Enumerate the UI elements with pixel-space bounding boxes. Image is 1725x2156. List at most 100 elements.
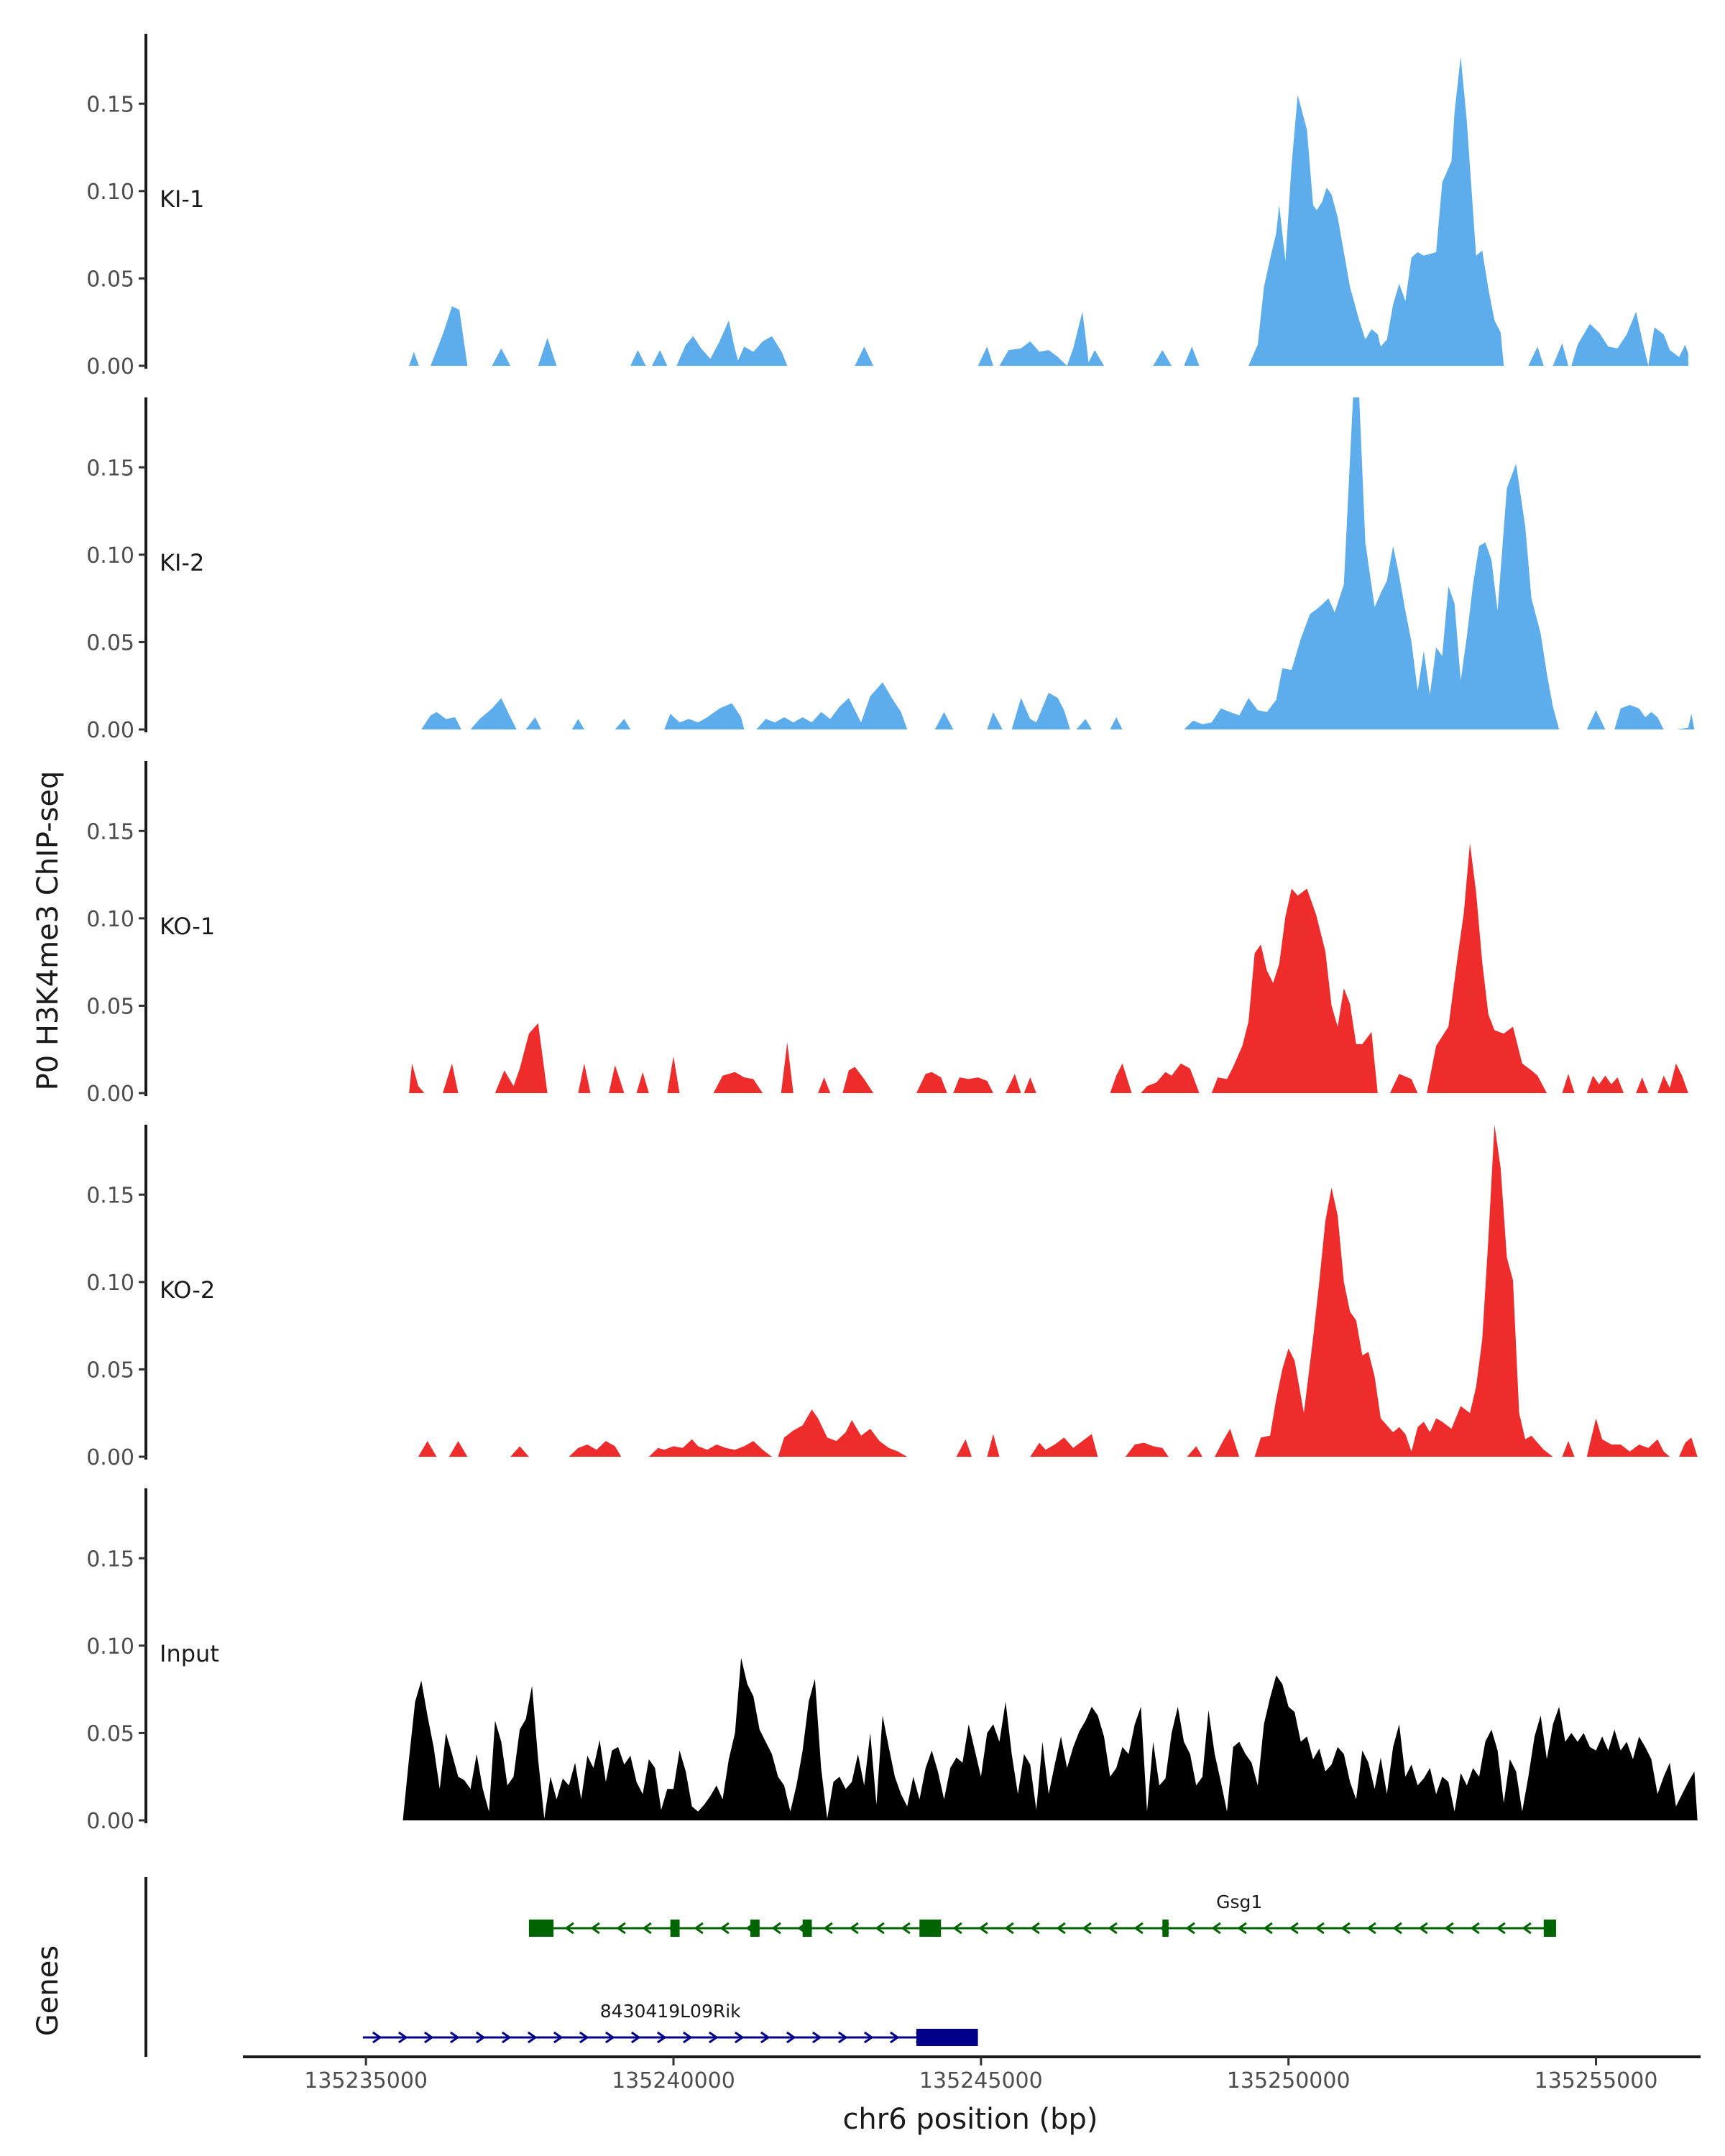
strand-arrow (863, 2031, 874, 2044)
track-label: Input (160, 1640, 219, 1667)
coverage-area (409, 843, 1688, 1093)
strand-arrow (1444, 1922, 1454, 1935)
strand-arrow (875, 1922, 885, 1935)
x-axis: 135235000 135240000 135245000 135250000 1352… (243, 2055, 1701, 2093)
y-tick-label: 0.15 (86, 1183, 134, 1208)
strand-arrow (564, 1922, 574, 1935)
strand-arrow (786, 2031, 796, 2044)
gene-exon (925, 2029, 978, 2046)
strand-arrow (760, 2031, 770, 2044)
strand-arrow (889, 2031, 900, 2044)
gene-label: 8430419L09Rik (600, 2001, 741, 2022)
strand-arrow (1392, 1922, 1402, 1935)
y-tick-label: 0.10 (86, 180, 134, 205)
strand-arrow (709, 2031, 719, 2044)
strand-arrow (1030, 1922, 1040, 1935)
x-tick-label: 135255000 (1535, 2068, 1658, 2093)
strand-arrow (372, 2031, 382, 2044)
track-label: KI-2 (160, 549, 204, 576)
gene-exon (802, 1920, 812, 1937)
y-tick-label: 0.15 (86, 1547, 134, 1572)
strand-arrow (849, 1922, 859, 1935)
strand-arrow (1237, 1922, 1247, 1935)
y-tick-label: 0.00 (86, 1809, 134, 1834)
strand-arrow (398, 2031, 408, 2044)
track-input: 0.00 0.05 0.10 0.15 Input (86, 1488, 1698, 1834)
x-tick-label: 135240000 (612, 2068, 735, 2093)
strand-arrow (642, 1922, 652, 1935)
strand-arrow (605, 2031, 615, 2044)
strand-arrow (1211, 1922, 1221, 1935)
strand-arrow (579, 2031, 589, 2044)
track-label: KI-1 (160, 185, 204, 213)
strand-arrow (823, 1922, 833, 1935)
track-ko-2: 0.00 0.05 0.10 0.15 KO-2 (86, 1125, 1698, 1470)
strand-arrow (528, 2031, 538, 2044)
y-tick-label: 0.05 (86, 630, 134, 655)
gene-exon (750, 1920, 760, 1937)
strand-arrow (590, 1922, 600, 1935)
strand-arrow (952, 1922, 962, 1935)
y-tick-label: 0.00 (86, 1082, 134, 1107)
y-tick-label: 0.10 (86, 543, 134, 568)
gene-label: Gsg1 (1216, 1892, 1262, 1912)
coverage-area (421, 397, 1695, 729)
y-axis-title: P0 H3K4me3 ChIP-seq (32, 771, 65, 1091)
strand-arrow (657, 2031, 667, 2044)
y-tick-label: 0.15 (86, 92, 134, 117)
strand-arrow (1082, 1922, 1092, 1935)
strand-arrow (1056, 1922, 1066, 1935)
strand-arrow (1263, 1922, 1273, 1935)
x-tick-label: 135235000 (304, 2068, 428, 2093)
gene-8430419l09rik: 8430419L09Rik (362, 2001, 978, 2046)
gene-exon (1162, 1920, 1169, 1937)
strand-arrow (1108, 1922, 1118, 1935)
gene-exon (528, 1920, 554, 1937)
strand-arrow (476, 2031, 486, 2044)
strand-arrow (424, 2031, 434, 2044)
strand-arrow (1004, 1922, 1014, 1935)
strand-arrow (450, 2031, 460, 2044)
y-tick-label: 0.10 (86, 1271, 134, 1296)
strand-arrow (1133, 1922, 1144, 1935)
track-label: KO-1 (160, 913, 215, 940)
strand-arrow (502, 2031, 512, 2044)
strand-arrow (1418, 1922, 1428, 1935)
coverage-area (402, 1657, 1698, 1820)
y-tick-label: 0.15 (86, 456, 134, 481)
gene-exon (1543, 1920, 1556, 1937)
y-tick-label: 0.00 (86, 1445, 134, 1470)
track-label: KO-2 (160, 1276, 215, 1304)
gene-exon (670, 1920, 680, 1937)
gene-exon (919, 1920, 942, 1937)
track-ki-2: 0.00 0.05 0.10 0.15 KI-2 (86, 397, 1695, 743)
strand-arrow (1340, 1922, 1351, 1935)
x-axis-title: chr6 position (bp) (842, 2103, 1098, 2136)
genes-axis-title: Genes (32, 1945, 65, 2036)
strand-arrow (901, 1922, 911, 1935)
strand-arrow (1366, 1922, 1376, 1935)
y-tick-label: 0.05 (86, 994, 134, 1019)
strand-arrow (811, 2031, 822, 2044)
strand-arrow (553, 2031, 564, 2044)
genes-layer: Gsg1 8430419L09Rik (144, 1877, 1556, 2057)
y-tick-label: 0.05 (86, 267, 134, 292)
strand-arrow (694, 1922, 704, 1935)
strand-arrow (1496, 1922, 1506, 1935)
track-ko-1: 0.00 0.05 0.10 0.15 KO-1 (86, 761, 1688, 1107)
strand-arrow (1522, 1922, 1532, 1935)
strand-arrow (1289, 1922, 1299, 1935)
y-tick-label: 0.10 (86, 1634, 134, 1659)
strand-arrow (978, 1922, 988, 1935)
strand-arrow (616, 1922, 626, 1935)
strand-arrow (1470, 1922, 1480, 1935)
x-tick-label: 135245000 (919, 2068, 1043, 2093)
strand-arrow (683, 2031, 693, 2044)
strand-arrow (837, 2031, 848, 2044)
tracks-layer: 0.00 0.05 0.10 0.15 KI-1 0.00 0.05 0.10 0.15 KI-2… (86, 34, 1698, 1834)
y-tick-label: 0.05 (86, 1721, 134, 1746)
gene-gsg1: Gsg1 (528, 1892, 1556, 1937)
y-tick-label: 0.00 (86, 354, 134, 379)
strand-arrow (771, 1922, 781, 1935)
